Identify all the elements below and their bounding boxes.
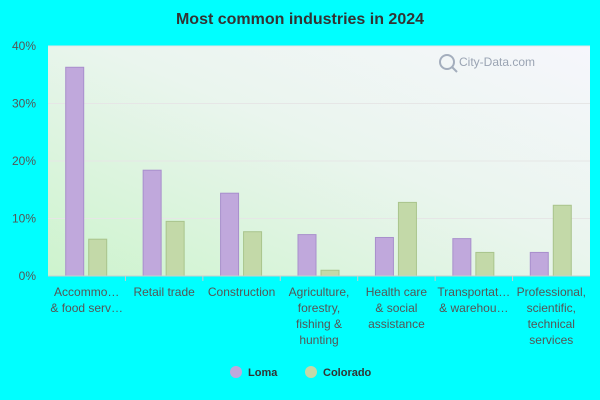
y-tick-label: 40% <box>12 39 36 53</box>
category-label-line: Professional, <box>517 285 586 299</box>
legend-swatch-colorado <box>305 366 317 378</box>
bar-colorado <box>243 231 263 277</box>
bar-loma <box>297 234 317 277</box>
legend: Loma Colorado <box>230 366 372 379</box>
legend-label-colorado: Colorado <box>323 367 372 379</box>
bar-colorado <box>165 220 185 277</box>
category-label-line: forestry, <box>298 301 340 315</box>
bar-colorado <box>475 251 495 277</box>
category-label-line: Health care <box>366 285 428 299</box>
y-tick-label: 20% <box>12 154 36 168</box>
bar-loma <box>220 192 240 277</box>
y-tick-label: 0% <box>19 269 37 283</box>
category-label: Transportat… & warehou… <box>437 285 510 315</box>
category-label-line: & social <box>375 301 417 315</box>
category-label: Construction <box>208 285 275 299</box>
bar-colorado <box>320 269 340 277</box>
x-axis-ticks <box>124 276 514 281</box>
y-axis-ticks: 0% 10% 20% 30% 40% <box>12 39 36 283</box>
gridlines <box>48 45 590 219</box>
y-tick-label: 30% <box>12 97 36 111</box>
watermark: City-Data.com <box>439 54 535 73</box>
bar-loma <box>65 66 85 277</box>
bar-colorado <box>88 238 108 277</box>
category-label-line: & warehou… <box>439 301 508 315</box>
category-label-line: scientific, <box>527 301 576 315</box>
category-label-line: Construction <box>208 285 275 299</box>
bar-loma <box>529 251 549 277</box>
category-label: Accommo… & food serv… <box>50 285 123 315</box>
category-label-line: Agriculture, <box>289 285 350 299</box>
x-axis-labels: Accommo… & food serv… Retail trade Construc… <box>50 285 586 347</box>
category-label-line: hunting <box>299 333 338 347</box>
watermark-text: City-Data.com <box>459 55 535 69</box>
category-label: Professional, scientific, technical service… <box>517 285 586 347</box>
magnifier-handle <box>451 66 458 73</box>
category-label-line: fishing & <box>296 317 342 331</box>
bar-colorado <box>552 204 572 277</box>
y-tick-label: 10% <box>12 212 36 226</box>
category-label: Agriculture, forestry, fishing & hunting <box>289 285 350 347</box>
category-label-line: Accommo… <box>54 285 119 299</box>
bar-loma <box>374 236 394 277</box>
category-label-line: technical <box>528 317 575 331</box>
chart-title: Most common industries in 2024 <box>176 11 424 28</box>
category-label-line: Retail trade <box>133 285 195 299</box>
legend-swatch-loma <box>230 366 242 378</box>
category-label: Health care & social assistance <box>366 285 428 331</box>
bar-loma <box>142 169 162 277</box>
bar-loma <box>452 238 472 277</box>
legend-label-loma: Loma <box>248 367 278 379</box>
bar-colorado <box>397 201 417 277</box>
magnifier-icon <box>439 54 455 70</box>
category-label-line: assistance <box>368 317 425 331</box>
category-label-line: & food serv… <box>50 301 123 315</box>
bars <box>65 66 572 277</box>
category-label-line: services <box>529 333 573 347</box>
category-label-line: Transportat… <box>437 285 510 299</box>
category-label: Retail trade <box>133 285 195 299</box>
